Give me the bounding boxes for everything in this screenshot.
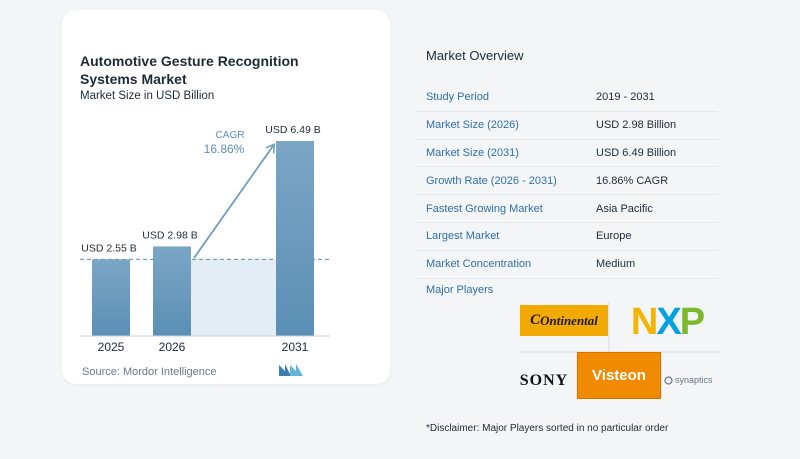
nxp-logo-n: N	[630, 300, 658, 343]
row-value: 2019 - 2031	[596, 91, 655, 104]
row-key: Growth Rate (2026 - 2031)	[426, 174, 557, 187]
cagr-value: 16.86%	[204, 142, 245, 156]
bar-2031	[276, 141, 314, 336]
row-value: USD 2.98 Billion	[596, 119, 677, 132]
bar-2026	[153, 246, 191, 336]
row-value: Asia Pacific	[596, 202, 653, 215]
overview-table: Study Period 2019 - 2031 Market Size (20…	[416, 84, 718, 279]
bar-value-label: USD 6.49 B	[265, 124, 320, 136]
x-tick-label: 2025	[98, 340, 125, 354]
row-key: Market Size (2031)	[426, 146, 519, 159]
table-row: Largest Market Europe	[416, 223, 718, 251]
chart-title: Automotive Gesture Recognition Systems M…	[80, 53, 299, 87]
row-value: Medium	[596, 258, 636, 271]
x-tick-label: 2026	[159, 340, 186, 354]
bar-2025	[92, 259, 130, 336]
major-players-title: Major Players	[426, 284, 494, 296]
disclaimer-text: *Disclaimer: Major Players sorted in no …	[426, 423, 669, 434]
row-key: Market Concentration	[426, 258, 532, 271]
table-row: Growth Rate (2026 - 2031) 16.86% CAGR	[416, 167, 718, 196]
row-key: Largest Market	[426, 230, 500, 243]
cagr-label: CAGR	[216, 130, 245, 141]
visteon-logo: Visteon	[577, 352, 661, 399]
table-row: Market Size (2026) USD 2.98 Billion	[416, 112, 718, 140]
row-value: Europe	[596, 230, 632, 243]
continental-logo: C Ontinental	[520, 305, 608, 336]
bar-value-label: USD 2.55 B	[81, 242, 136, 254]
x-tick-label: 2031	[282, 340, 309, 354]
continental-logo-text: Ontinental	[540, 312, 598, 328]
nxp-logo-p: P	[679, 300, 705, 343]
row-key: Fastest Growing Market	[426, 202, 543, 215]
row-key: Market Size (2026)	[426, 119, 519, 132]
synaptics-swirl-icon	[664, 375, 673, 385]
row-value: 16.86% CAGR	[596, 174, 669, 187]
source-text: Source: Mordor Intelligence	[82, 366, 217, 378]
table-row: Market Concentration Medium	[416, 251, 718, 279]
baseline-fill-area	[191, 259, 276, 336]
mordor-logo-icon	[279, 364, 303, 376]
market-overview-title: Market Overview	[426, 48, 524, 63]
bar-value-label: USD 2.98 B	[142, 229, 197, 241]
table-row: Market Size (2031) USD 6.49 Billion	[416, 140, 718, 168]
synaptics-logo: synaptics	[664, 372, 724, 388]
row-key: Study Period	[426, 91, 489, 104]
cagr-arrow	[193, 146, 273, 259]
row-value: USD 6.49 Billion	[596, 146, 677, 159]
chart-subtitle: Market Size in USD Billion	[80, 90, 215, 102]
nxp-logo-x: X	[656, 300, 681, 343]
sony-logo: SONY	[519, 372, 569, 389]
table-row: Study Period 2019 - 2031	[416, 84, 718, 112]
synaptics-logo-text: synaptics	[675, 375, 713, 385]
table-row: Fastest Growing Market Asia Pacific	[416, 195, 718, 223]
